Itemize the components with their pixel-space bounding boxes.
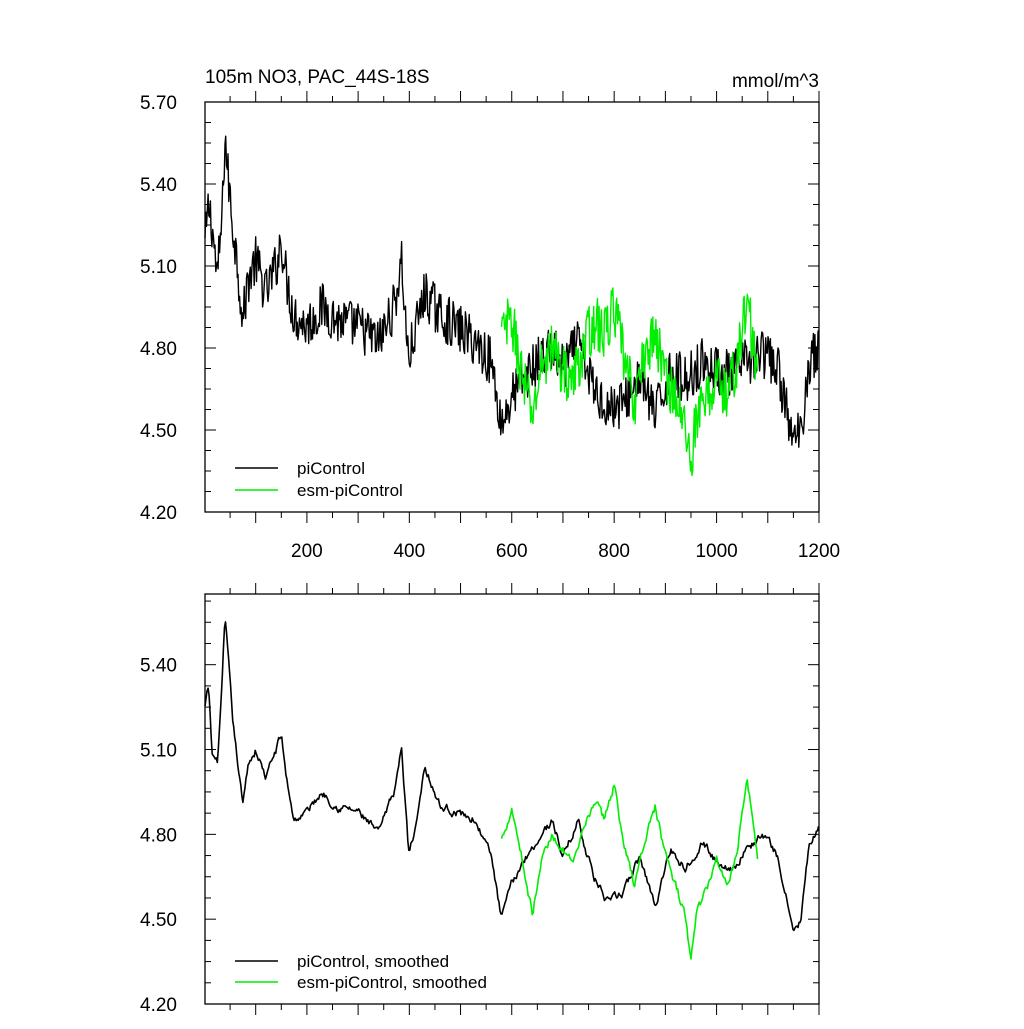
x-tick-label: 600: [496, 541, 528, 562]
top-series-group: [204, 135, 820, 477]
y-tick-label: 5.40: [140, 656, 177, 677]
x-tick-label: 1200: [798, 541, 840, 562]
legend-label-esm-picontrol-smoothed: esm-piControl, smoothed: [297, 973, 487, 992]
x-tick-label: 400: [393, 541, 425, 562]
series-line-bottom-esm-picontrol: [500, 779, 759, 960]
bottom-panel: 4.20 4.50 4.80 5.10 5.40 piControl, smoothed…: [140, 583, 820, 1016]
y-tick-label: 5.10: [140, 257, 177, 278]
y-tick-label: 4.80: [140, 339, 177, 360]
legend-label-picontrol-smoothed: piControl, smoothed: [297, 952, 449, 971]
top-panel: 105m NO3, PAC_44S-18S mmol/m^3 4.204.504…: [140, 67, 840, 562]
bottom-axis-ticks: 4.20 4.50 4.80 5.10 5.40: [140, 583, 820, 1016]
chart-title: 105m NO3, PAC_44S-18S: [205, 67, 430, 88]
y-tick-label: 4.20: [140, 995, 177, 1016]
units-label: mmol/m^3: [732, 71, 819, 92]
top-plot-frame: [204, 101, 820, 513]
y-tick-label: 5.10: [140, 741, 177, 762]
y-tick-label: 4.80: [140, 825, 177, 846]
y-tick-label: 4.50: [140, 421, 177, 442]
y-tick-label: 5.70: [140, 93, 177, 114]
series-line-top-esm-picontrol: [500, 287, 758, 477]
bottom-legend: piControl, smoothed esm-piControl, smoot…: [235, 952, 487, 992]
x-tick-label: 800: [598, 541, 630, 562]
bottom-series-group: [204, 621, 820, 960]
x-tick-label: 200: [291, 541, 323, 562]
y-tick-label: 5.40: [140, 175, 177, 196]
top-axis-ticks: 4.20 4.50 4.80 5.10 5.40 5.70 200 400 600 800 1000…: [140, 91, 840, 562]
bottom-plot-frame: [204, 593, 820, 1005]
x-tick-label: 1000: [695, 541, 737, 562]
legend-label-esm-picontrol: esm-piControl: [297, 481, 403, 500]
series-line-top-picontrol: [204, 135, 820, 448]
y-tick-label: 4.20: [140, 503, 177, 524]
top-legend: piControl esm-piControl: [235, 459, 403, 500]
legend-label-picontrol: piControl: [297, 459, 365, 478]
y-tick-label: 4.50: [140, 910, 177, 931]
